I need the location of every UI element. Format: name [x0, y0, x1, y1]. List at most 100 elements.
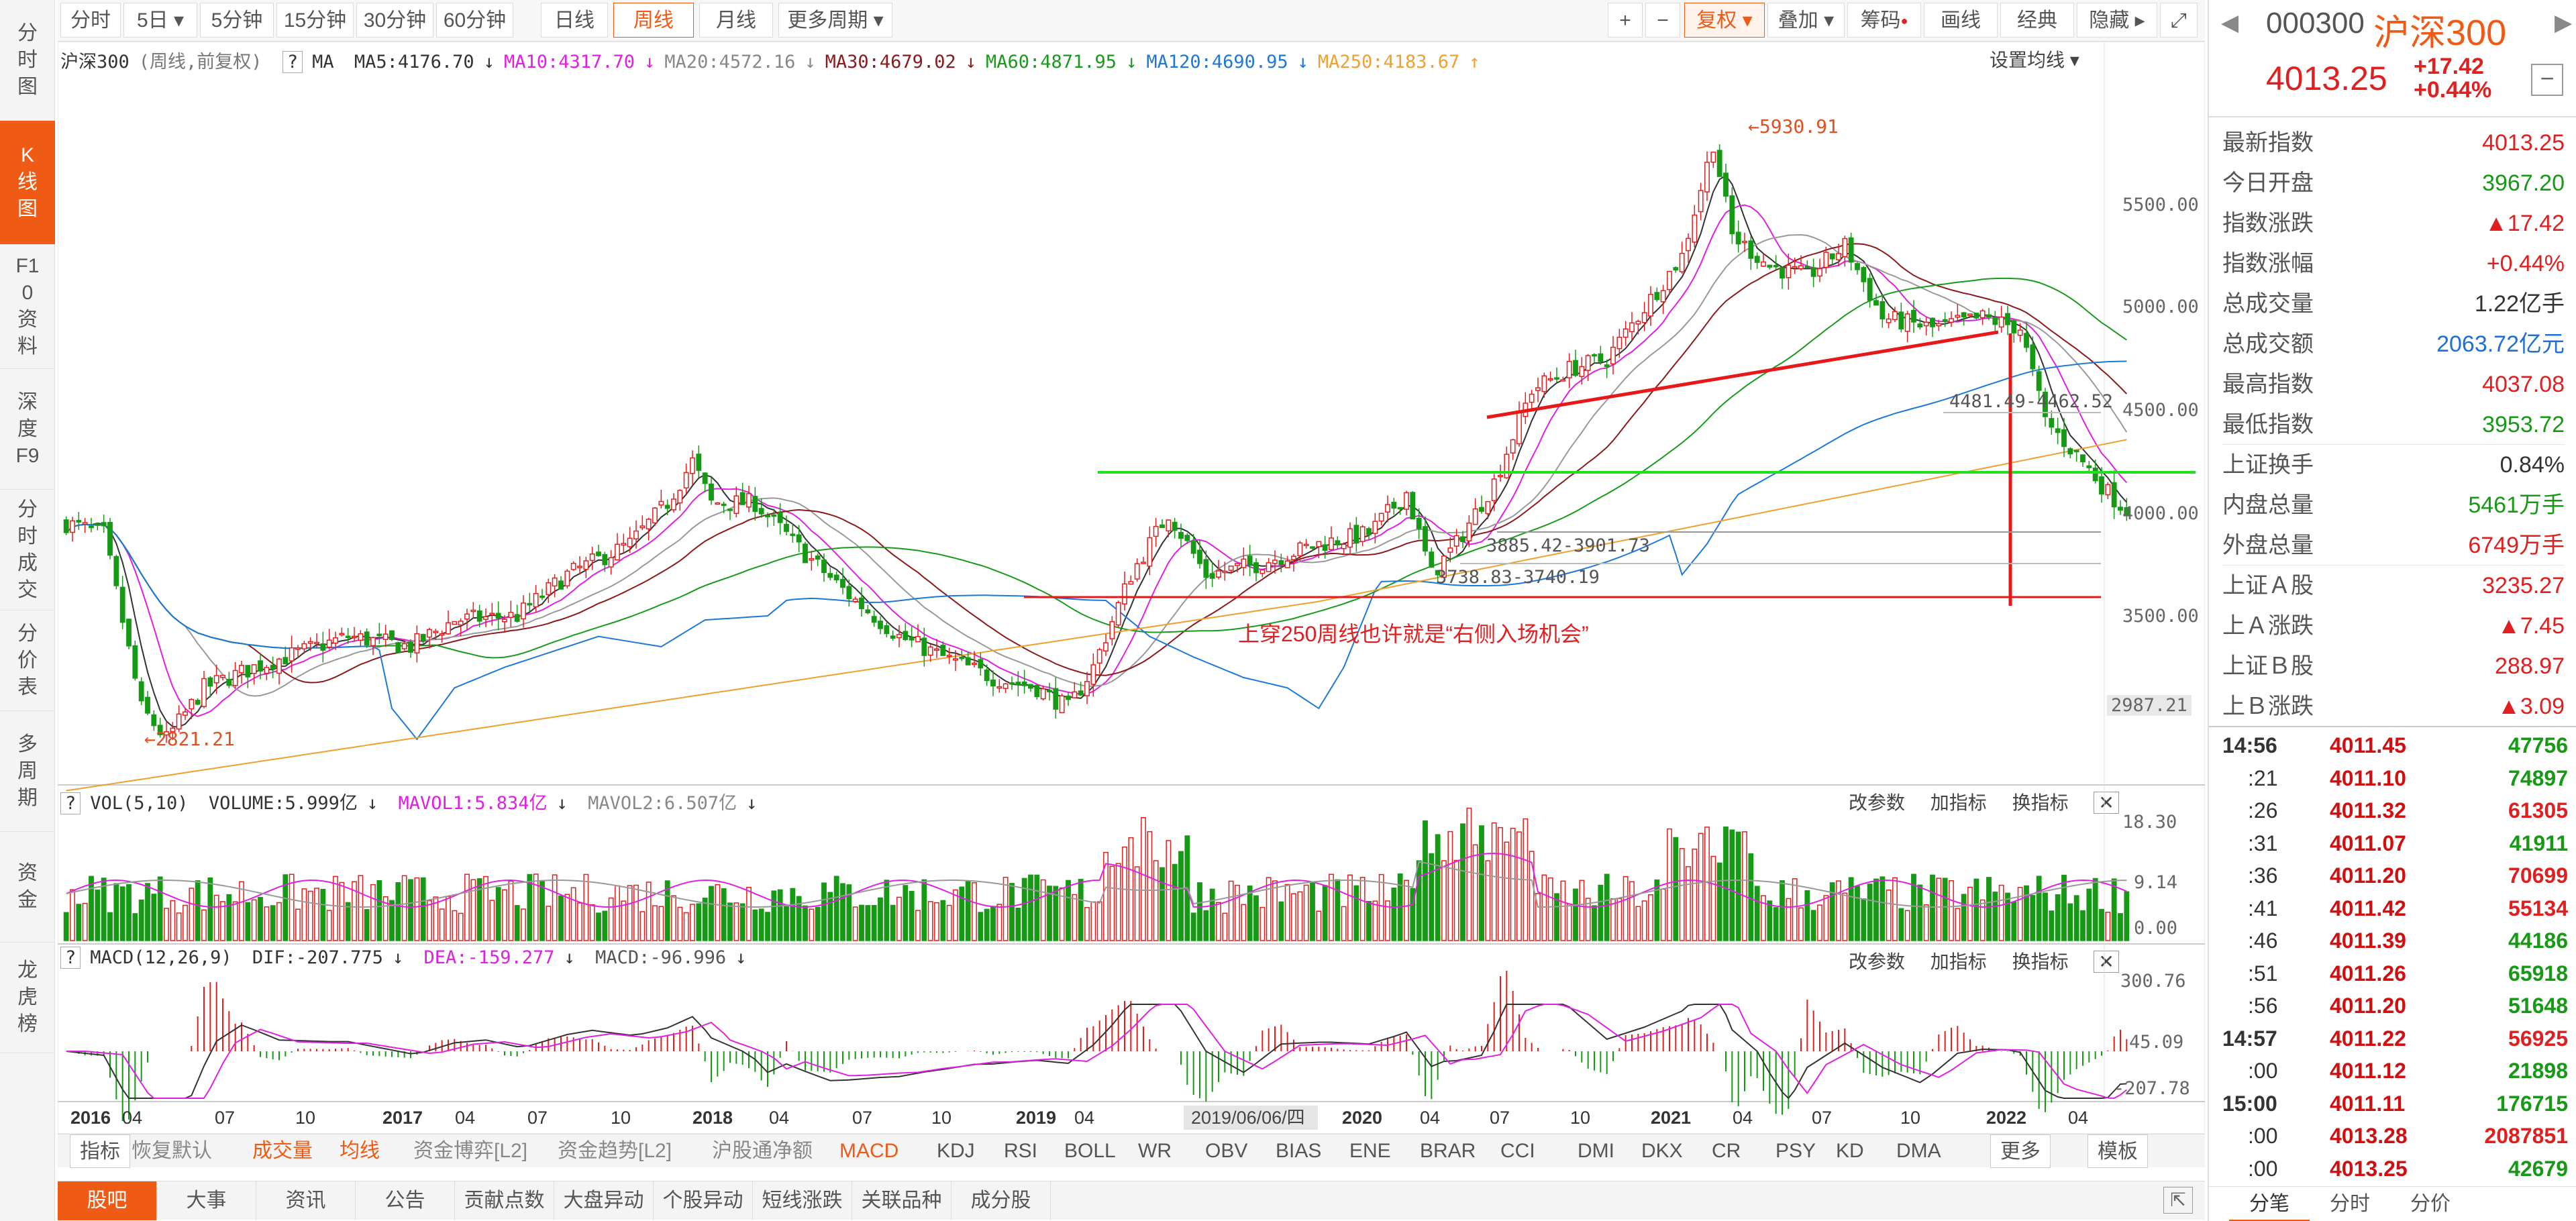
- indicator-tab-8[interactable]: KDJ: [937, 1140, 975, 1162]
- bottom-tab-7[interactable]: 短线涨跌: [753, 1181, 852, 1220]
- period-5min[interactable]: 5分钟: [200, 3, 274, 38]
- help-icon[interactable]: ?: [282, 51, 303, 73]
- volume-bar: [345, 902, 351, 941]
- nav-item-5[interactable]: 分价表: [0, 610, 55, 711]
- bottom-tab-8[interactable]: 关联品种: [852, 1181, 951, 1220]
- next-stock-icon[interactable]: ▶: [2555, 10, 2573, 36]
- divider: [2209, 726, 2576, 727]
- indicator-tab-3[interactable]: 均线: [340, 1140, 380, 1162]
- help-icon[interactable]: ?: [60, 947, 81, 969]
- indicator-tab-5[interactable]: 资金趋势[L2]: [558, 1140, 672, 1162]
- bottom-tab-4[interactable]: 贡献点数: [455, 1181, 554, 1220]
- indicator-tab-14[interactable]: ENE: [1349, 1140, 1391, 1162]
- candle-body: [2105, 484, 2111, 496]
- period-monthly[interactable]: 月线: [699, 3, 773, 38]
- indicator-tab-10[interactable]: BOLL: [1064, 1140, 1116, 1162]
- hide-button[interactable]: 隐藏 ▸: [2077, 3, 2157, 38]
- chips-button[interactable]: 筹码●: [1847, 3, 1921, 38]
- period-weekly[interactable]: 周线: [613, 3, 694, 38]
- collapse-icon[interactable]: −: [2531, 64, 2563, 96]
- bottom-tab-2[interactable]: 资讯: [256, 1181, 356, 1220]
- bottom-tab-3[interactable]: 公告: [356, 1181, 455, 1220]
- draw-line-button[interactable]: 画线: [1924, 3, 1998, 38]
- period-daily[interactable]: 日线: [541, 3, 608, 38]
- overlay-button[interactable]: 叠加 ▾: [1767, 3, 1845, 38]
- indicator-tab-17[interactable]: DMI: [1578, 1140, 1614, 1162]
- candle-body: [1585, 355, 1591, 371]
- price-axis-label: 4000.00: [2122, 503, 2199, 524]
- indicator-tab-22[interactable]: DMA: [1896, 1140, 1941, 1162]
- indicator-tab-12[interactable]: OBV: [1205, 1140, 1248, 1162]
- indicator-tab-13[interactable]: BIAS: [1276, 1140, 1322, 1162]
- period-5day[interactable]: 5日 ▾: [123, 3, 197, 38]
- trend-line-red: [1486, 330, 1999, 419]
- nav-item-6[interactable]: 多周期: [0, 711, 55, 832]
- period-15min[interactable]: 15分钟: [276, 3, 354, 38]
- period-fenshi[interactable]: 分时: [60, 3, 121, 38]
- quote-tab-1[interactable]: 分时: [2330, 1193, 2370, 1215]
- volume-bar: [476, 878, 482, 941]
- bottom-tab-0[interactable]: 股吧: [58, 1181, 157, 1220]
- nav-item-8[interactable]: 龙虎榜: [0, 943, 55, 1053]
- macd-change-params[interactable]: 改参数: [1849, 951, 1906, 972]
- help-icon[interactable]: ?: [60, 792, 81, 814]
- quote-row: 最新指数 4013.25: [2222, 123, 2565, 163]
- candle-body: [602, 553, 608, 566]
- vol-change-params[interactable]: 改参数: [1849, 792, 1906, 813]
- expand-panel-icon[interactable]: ⇱: [2163, 1187, 2193, 1214]
- vol-switch-indicator[interactable]: 换指标: [2012, 792, 2069, 813]
- candle-body: [245, 665, 251, 678]
- indicator-tab-0[interactable]: 指标: [70, 1134, 130, 1168]
- ma-settings-button[interactable]: 设置均线 ▾: [1990, 46, 2079, 72]
- macd-switch-indicator[interactable]: 换指标: [2012, 951, 2069, 972]
- close-icon[interactable]: ✕: [2094, 951, 2119, 973]
- bottom-tab-1[interactable]: 大事: [157, 1181, 256, 1220]
- prev-stock-icon[interactable]: ◀: [2221, 10, 2239, 36]
- nav-item-7[interactable]: 资金: [0, 832, 55, 943]
- bottom-tab-6[interactable]: 个股异动: [654, 1181, 753, 1220]
- period-60min[interactable]: 60分钟: [436, 3, 513, 38]
- indicator-tab-16[interactable]: CCI: [1500, 1140, 1535, 1162]
- indicator-tab-1[interactable]: 恢复默认: [132, 1140, 212, 1162]
- vol-add-indicator[interactable]: 加指标: [1930, 792, 1987, 813]
- quote-tab-0[interactable]: 分笔: [2229, 1187, 2310, 1221]
- period-30min[interactable]: 30分钟: [356, 3, 433, 38]
- indicator-tab-20[interactable]: PSY: [1775, 1140, 1816, 1162]
- candle-body: [1241, 558, 1247, 568]
- macd-add-indicator[interactable]: 加指标: [1930, 951, 1987, 972]
- indicator-tab-23[interactable]: 更多: [1990, 1134, 2051, 1168]
- volume-bar: [934, 902, 939, 941]
- fuquan-button[interactable]: 复权 ▾: [1684, 3, 1765, 38]
- nav-item-1[interactable]: K线图: [0, 121, 55, 245]
- period-more[interactable]: 更多周期 ▾: [778, 3, 892, 38]
- classic-button[interactable]: 经典: [2000, 3, 2074, 38]
- volume-bar: [164, 908, 169, 941]
- bottom-tab-9[interactable]: 成分股: [951, 1181, 1051, 1220]
- indicator-tab-11[interactable]: WR: [1138, 1140, 1172, 1162]
- candle-body: [1904, 313, 1910, 332]
- nav-item-2[interactable]: F10资料: [0, 245, 55, 369]
- indicator-tab-7[interactable]: MACD: [839, 1140, 899, 1162]
- indicator-tab-24[interactable]: 模板: [2088, 1134, 2148, 1168]
- nav-item-0[interactable]: 分时图: [0, 0, 55, 121]
- quote-tab-2[interactable]: 分价: [2410, 1193, 2451, 1215]
- indicator-tab-6[interactable]: 沪股通净额: [712, 1140, 813, 1162]
- indicator-tab-19[interactable]: CR: [1712, 1140, 1741, 1162]
- indicator-tab-9[interactable]: RSI: [1004, 1140, 1038, 1162]
- volume-bar: [433, 896, 439, 941]
- nav-item-4[interactable]: 分时成交: [0, 490, 55, 610]
- zoom-out-button[interactable]: −: [1645, 3, 1680, 38]
- fullscreen-icon[interactable]: ⤢: [2160, 3, 2198, 38]
- indicator-tab-2[interactable]: 成交量: [252, 1140, 313, 1162]
- zoom-in-button[interactable]: +: [1608, 3, 1643, 38]
- indicator-tab-15[interactable]: BRAR: [1420, 1140, 1476, 1162]
- candle-body: [226, 678, 232, 686]
- indicator-tab-21[interactable]: KD: [1836, 1140, 1864, 1162]
- quote-row-label: 最低指数: [2222, 412, 2314, 437]
- indicator-tab-4[interactable]: 资金博弈[L2]: [413, 1140, 528, 1162]
- close-icon[interactable]: ✕: [2094, 792, 2119, 814]
- bottom-tab-5[interactable]: 大盘异动: [554, 1181, 654, 1220]
- kline-chart[interactable]: 2016 04 07 10 2017 04 07 10 2018 04 07 10 2019 04 2019…: [58, 42, 2205, 1134]
- nav-item-3[interactable]: 深度F9: [0, 369, 55, 490]
- indicator-tab-18[interactable]: DKX: [1641, 1140, 1683, 1162]
